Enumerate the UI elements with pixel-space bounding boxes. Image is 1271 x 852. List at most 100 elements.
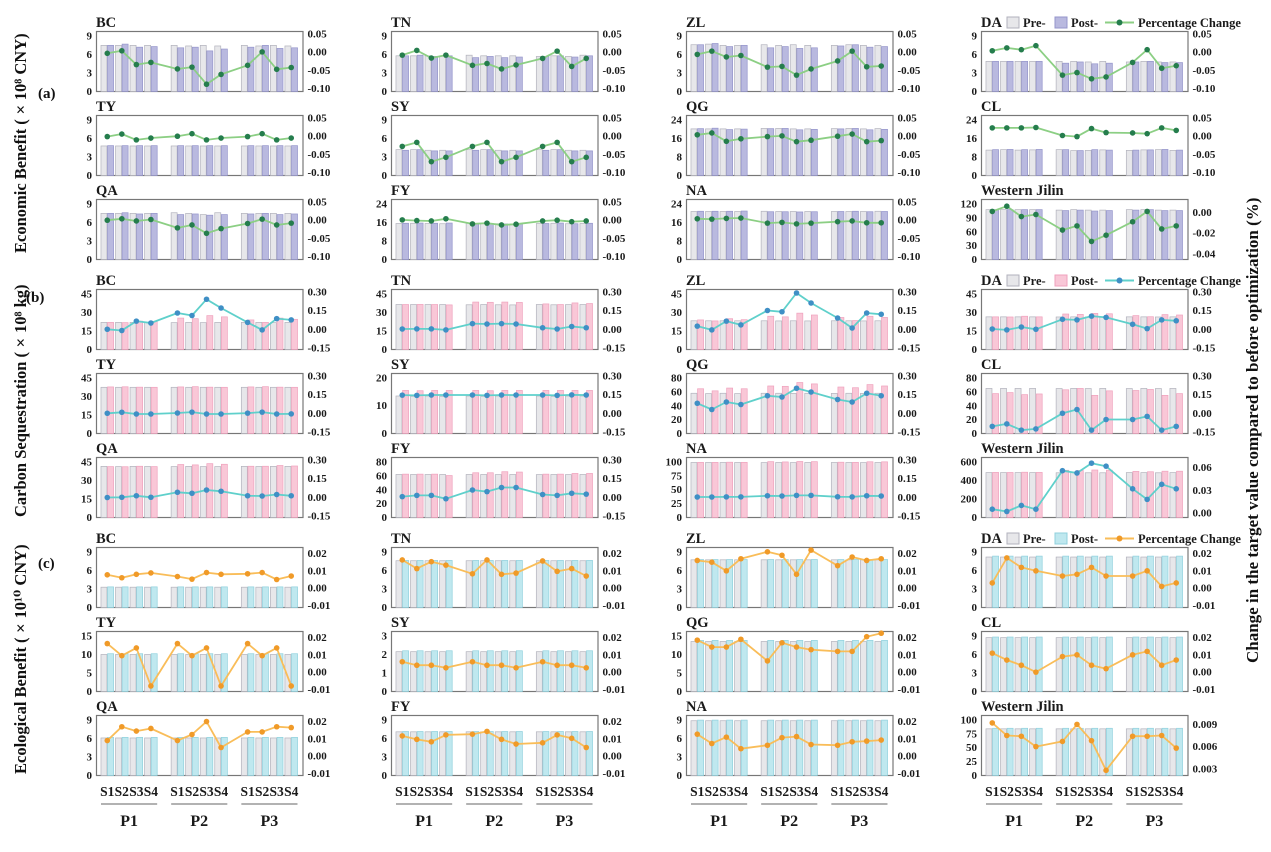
percentage-change-marker: [1144, 648, 1150, 655]
percentage-change-marker: [174, 573, 181, 580]
pre-bar: [1155, 472, 1162, 518]
post-bar: [445, 560, 453, 608]
left-tick-label: 45: [966, 289, 978, 301]
post-bar: [1161, 470, 1169, 518]
left-tick-label: 6: [382, 733, 388, 745]
pre-bar: [845, 128, 853, 176]
right-tick-label: -0.01: [1193, 684, 1216, 696]
percentage-change-marker: [513, 392, 519, 398]
pre-bar: [1000, 637, 1007, 692]
pre-bar: [734, 559, 741, 608]
left-tick-label: 3: [972, 68, 978, 80]
percentage-change-marker: [259, 327, 265, 333]
percentage-change-marker: [174, 310, 181, 316]
plot-box: [95, 456, 304, 519]
percentage-change-marker: [989, 580, 996, 586]
pre-bar: [240, 145, 248, 176]
post-bar: [516, 560, 523, 608]
pre-bar: [270, 145, 277, 176]
percentage-change-marker: [148, 216, 154, 223]
percentage-change-marker: [709, 130, 715, 136]
post-bar: [1021, 315, 1029, 350]
percentage-change-marker: [174, 640, 181, 647]
percentage-change-marker: [189, 409, 195, 415]
percentage-change-marker: [793, 72, 800, 78]
post-bar: [221, 386, 228, 434]
percentage-change-marker: [764, 220, 771, 226]
pre-bar: [115, 322, 122, 350]
percentage-change-marker: [484, 321, 490, 327]
right-tick-label: 0.00: [898, 215, 918, 227]
percentage-change-marker: [583, 573, 590, 579]
legend-pre-swatch: [1006, 532, 1020, 545]
percentage-change-marker: [133, 61, 140, 68]
pre-bar: [1125, 316, 1133, 350]
percentage-change-marker: [723, 54, 730, 60]
pre-bar: [705, 720, 712, 776]
right-tick-label: 0.01: [898, 649, 917, 661]
post-bar: [571, 390, 579, 434]
post-bar: [697, 640, 704, 692]
pre-bar: [550, 395, 558, 434]
pre-bar: [719, 320, 727, 350]
right-tick-label: 0.05: [898, 113, 918, 125]
s-tick-label: S4: [734, 784, 749, 799]
pre-bar: [830, 44, 838, 92]
post-bar: [1132, 209, 1140, 260]
post-bar: [107, 386, 114, 434]
percentage-change-marker: [288, 64, 295, 71]
pre-bar: [240, 322, 248, 350]
percentage-change-marker: [834, 218, 841, 225]
post-bar: [107, 44, 114, 92]
post-bar: [881, 385, 888, 434]
left-tick-label: 30: [966, 240, 978, 252]
left-tick-label: 40: [376, 484, 388, 496]
percentage-change-marker: [513, 154, 519, 161]
pre-bar: [789, 462, 797, 518]
pre-bar: [760, 462, 768, 518]
pre-bar: [1070, 209, 1078, 260]
post-bar: [811, 461, 818, 518]
post-bar: [711, 640, 719, 692]
percentage-change-marker: [583, 324, 590, 331]
post-bar: [472, 472, 480, 518]
post-bar: [1091, 394, 1099, 434]
pre-bar: [214, 386, 222, 434]
post-bar: [726, 640, 734, 692]
percentage-change-marker: [764, 133, 771, 140]
post-bar: [1035, 209, 1043, 260]
percentage-change-marker: [203, 718, 210, 725]
percentage-change-marker: [568, 218, 575, 225]
percentage-change-line: [107, 49, 292, 86]
plot-box: [390, 714, 599, 777]
panel-column-3: ZL 0 3 6 9 0.05 0.00 -0.05 -0.10 QG 0 8 16 24 0.05 0.00…: [656, 14, 943, 836]
plot-box: [980, 30, 1189, 93]
left-tick-label: 15: [966, 326, 978, 338]
right-tick-label: 0.15: [1193, 305, 1213, 317]
s-tick-label: S3: [1014, 784, 1029, 799]
post-bar: [516, 650, 523, 692]
right-tick-label: 0.00: [603, 408, 623, 420]
post-bar: [416, 560, 424, 608]
left-tick-label: 8: [677, 236, 683, 248]
post-bar: [1132, 636, 1140, 692]
percentage-change-marker: [1004, 657, 1010, 663]
pre-bar: [775, 128, 783, 176]
right-tick-label: 0.00: [1193, 47, 1213, 59]
post-bar: [177, 386, 185, 434]
pre-bar: [1140, 637, 1148, 692]
percentage-change-marker: [244, 319, 251, 326]
percentage-change-marker: [808, 220, 814, 226]
pre-bar: [255, 145, 263, 176]
pre-bar: [199, 386, 207, 434]
left-tick-label: 400: [961, 475, 978, 487]
plot-box: [685, 198, 894, 261]
percentage-change-marker: [554, 568, 560, 575]
post-bar: [852, 559, 859, 608]
percentage-change-marker: [1033, 124, 1039, 131]
percentage-change-marker: [863, 310, 870, 316]
left-tick-label: 0: [972, 428, 978, 440]
